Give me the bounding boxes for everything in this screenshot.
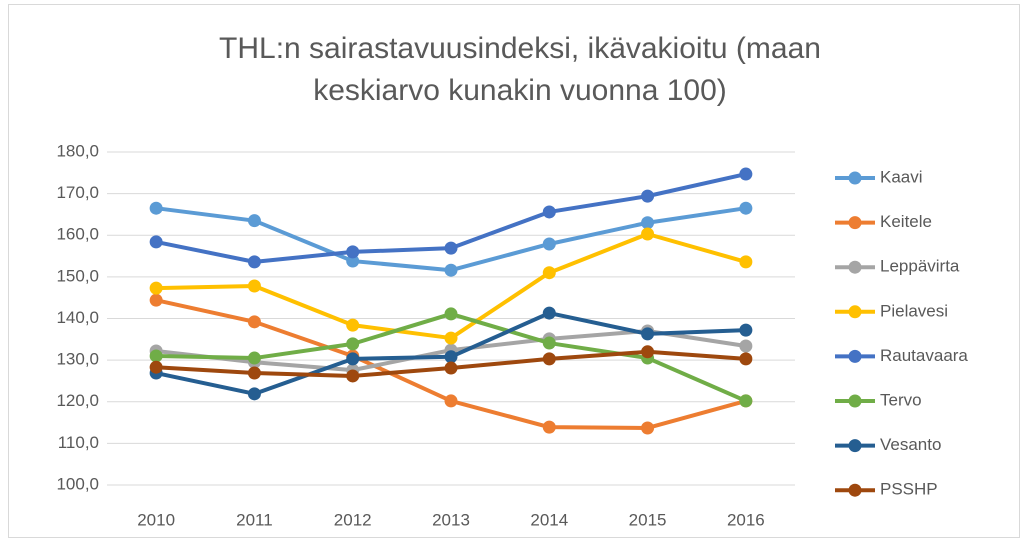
legend-label: Keitele — [880, 212, 932, 231]
point — [542, 205, 556, 219]
point — [739, 167, 753, 181]
point — [542, 266, 556, 280]
legend-label: Leppävirta — [880, 257, 960, 276]
point — [444, 331, 458, 345]
point — [346, 352, 360, 366]
y-tick-label: 130,0 — [56, 350, 99, 369]
legend-marker — [848, 260, 862, 274]
y-tick-label: 140,0 — [56, 308, 99, 327]
legend-marker — [848, 394, 862, 408]
x-tick-label: 2015 — [629, 510, 667, 529]
point — [247, 279, 261, 293]
chart-border — [8, 4, 1020, 538]
point — [641, 345, 655, 359]
legend-label: Kaavi — [880, 167, 923, 186]
point — [346, 254, 360, 268]
point — [739, 394, 753, 408]
point — [444, 307, 458, 321]
point — [542, 352, 556, 366]
x-tick-label: 2016 — [727, 510, 765, 529]
chart-title: THL:n sairastavuusindeksi, ikävakioitu (… — [219, 32, 821, 107]
x-tick-label: 2012 — [334, 510, 372, 529]
y-tick-label: 120,0 — [56, 391, 99, 410]
legend-label: PSSHP — [880, 480, 938, 499]
point — [641, 216, 655, 230]
point — [149, 349, 163, 363]
point — [641, 421, 655, 435]
point — [542, 306, 556, 320]
legend-marker — [848, 216, 862, 230]
point — [444, 241, 458, 255]
y-tick-label: 100,0 — [56, 474, 99, 493]
point — [739, 352, 753, 366]
point — [247, 351, 261, 365]
legend-marker — [848, 349, 862, 363]
x-tick-label: 2010 — [137, 510, 175, 529]
point — [247, 366, 261, 380]
legend-label: Vesanto — [880, 435, 941, 454]
point — [641, 327, 655, 341]
point — [739, 201, 753, 215]
point — [542, 336, 556, 350]
legend-marker — [848, 171, 862, 185]
point — [149, 293, 163, 307]
point — [346, 318, 360, 332]
legend-marker — [848, 305, 862, 319]
point — [542, 420, 556, 434]
y-tick-label: 170,0 — [56, 183, 99, 202]
y-tick-label: 150,0 — [56, 266, 99, 285]
point — [641, 227, 655, 241]
x-tick-label: 2014 — [530, 510, 568, 529]
point — [444, 361, 458, 375]
point — [444, 394, 458, 408]
x-tick-label: 2011 — [236, 510, 273, 529]
point — [739, 255, 753, 269]
y-tick-label: 160,0 — [56, 225, 99, 244]
point — [149, 360, 163, 374]
point — [247, 315, 261, 329]
point — [346, 337, 360, 351]
legend-label: Rautavaara — [880, 346, 968, 365]
point — [542, 237, 556, 251]
legend-marker — [848, 439, 862, 453]
point — [149, 281, 163, 295]
point — [444, 350, 458, 364]
y-tick-label: 180,0 — [56, 141, 99, 160]
point — [149, 235, 163, 249]
x-tick-label: 2013 — [432, 510, 470, 529]
legend-label: Pielavesi — [880, 301, 948, 320]
point — [346, 245, 360, 259]
point — [641, 189, 655, 203]
legend-marker — [848, 483, 862, 497]
point — [739, 323, 753, 337]
point — [149, 201, 163, 215]
y-tick-label: 110,0 — [58, 433, 99, 452]
point — [346, 369, 360, 383]
point — [247, 387, 261, 401]
point — [739, 339, 753, 353]
point — [247, 255, 261, 269]
point — [247, 214, 261, 228]
legend-label: Tervo — [880, 390, 922, 409]
point — [444, 263, 458, 277]
